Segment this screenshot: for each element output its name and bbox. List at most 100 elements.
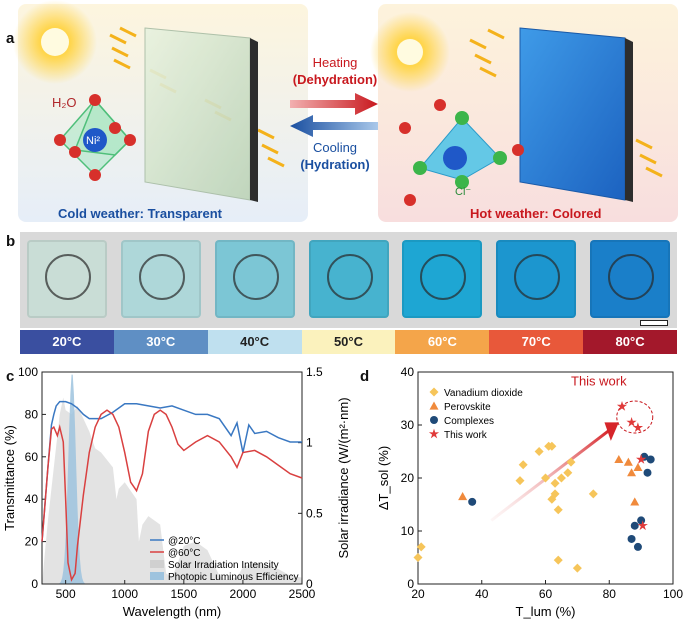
data-point-0-16 — [572, 563, 582, 573]
y-tick-label: 20 — [401, 471, 415, 485]
y-tick-label: 20 — [25, 535, 39, 549]
x-tick-label: 2500 — [289, 587, 316, 601]
sample-3 — [308, 240, 389, 318]
data-point-0-13 — [556, 473, 566, 483]
panel-b-letter: b — [6, 233, 16, 250]
legend-label-2: Complexes — [444, 416, 494, 427]
x-tick-label: 80 — [603, 587, 617, 601]
x-axis-label: T_lum (%) — [516, 604, 576, 619]
this-work-annotation: This work — [571, 373, 627, 388]
heating-sub: (Dehydration) — [292, 72, 378, 87]
y-tick-label: 0 — [407, 577, 414, 591]
sample-6 — [590, 240, 671, 318]
panel-a-letter: a — [6, 30, 15, 47]
data-point-0-7 — [547, 441, 557, 451]
ni-label: Ni² — [86, 135, 101, 147]
x-tick-label: 1500 — [170, 587, 197, 601]
x-tick-label: 40 — [475, 587, 489, 601]
data-point-0-14 — [563, 468, 573, 478]
data-point-0-2 — [515, 476, 525, 486]
data-point-0-3 — [518, 460, 528, 470]
data-point-3-2 — [632, 422, 644, 432]
solar-irradiation-area — [42, 397, 302, 584]
data-point-2-0 — [468, 497, 477, 506]
transmittance-chart: 500 1000 1500 2000 250002040608010000.511.5W… — [2, 366, 351, 619]
cl-label: Cl⁻ — [455, 186, 472, 198]
data-point-0-10 — [550, 478, 560, 488]
panel-d-letter: d — [360, 368, 370, 385]
legend-label-3: Photopic Luminous Efficiency — [168, 572, 298, 583]
legend-marker-1 — [429, 401, 439, 410]
y2-axis-label: Solar irradiance (W/(m²·nm) — [336, 397, 351, 558]
this-work-ellipse — [616, 400, 654, 434]
data-point-0-0 — [413, 553, 423, 562]
legend-marker-0 — [429, 387, 439, 397]
sample-1 — [120, 240, 201, 318]
sample-2 — [214, 240, 295, 318]
legend-swatch-2 — [150, 560, 164, 568]
data-point-2-3 — [633, 542, 642, 551]
legend-label-0: @20°C — [168, 536, 201, 547]
y-tick-label: 30 — [401, 418, 415, 432]
legend-label-3: This work — [444, 430, 488, 441]
legend-label-1: @60°C — [168, 548, 201, 559]
hot-caption: Hot weather: Colored — [470, 206, 602, 221]
data-point-0-15 — [566, 457, 576, 467]
logo-emblem-icon — [326, 254, 373, 300]
sample-5 — [496, 240, 577, 318]
data-point-3-1 — [626, 417, 637, 427]
y-tick-label: 40 — [401, 366, 415, 379]
cooling-label: Cooling — [312, 140, 358, 155]
data-point-2-2 — [630, 521, 639, 530]
heating-label: Heating — [312, 55, 358, 70]
series-line-0 — [41, 400, 302, 542]
x-tick-label: 1000 — [111, 587, 138, 601]
y-tick-label: 100 — [18, 366, 38, 379]
legend-marker-3 — [428, 428, 440, 439]
data-point-2-6 — [643, 468, 652, 477]
x-tick-label: 2000 — [230, 587, 257, 601]
scale-bar — [640, 320, 668, 326]
trend-arrow — [490, 429, 611, 522]
y-axis-label: ΔT_sol (%) — [376, 446, 391, 510]
data-point-3-3 — [636, 454, 647, 464]
photopic-efficiency-area — [53, 374, 90, 584]
panel-a-illustration — [13, 0, 678, 222]
data-point-2-4 — [637, 516, 646, 525]
cold-caption: Cold weather: Transparent — [58, 206, 222, 221]
y-tick-label: 60 — [25, 450, 39, 464]
temp-label-5: 70°C — [489, 330, 584, 354]
data-point-3-0 — [616, 401, 628, 411]
data-point-1-5 — [633, 462, 643, 471]
logo-emblem-icon — [514, 254, 561, 300]
legend-swatch-3 — [150, 572, 164, 580]
sample-0 — [27, 240, 107, 318]
data-point-1-3 — [627, 468, 637, 477]
legend-label-1: Perovskite — [444, 402, 491, 413]
data-point-0-9 — [550, 489, 560, 499]
logo-emblem-icon — [45, 254, 91, 300]
y2-tick-label: 1 — [306, 436, 313, 450]
data-point-1-2 — [623, 457, 633, 466]
y-tick-label: 0 — [31, 577, 38, 591]
temp-label-0: 20°C — [20, 330, 114, 354]
data-point-0-1 — [416, 542, 426, 552]
panel-b: b — [0, 225, 685, 360]
cooling-sub: (Hydration) — [300, 157, 370, 172]
data-point-0-5 — [541, 473, 550, 483]
temp-label-1: 30°C — [113, 330, 208, 354]
panel-c-letter: c — [6, 368, 15, 385]
legend-marker-2 — [430, 416, 438, 424]
performance-scatter: 20 40 60 80 100 0 10 20 30 40 Vanadium dioxide Pero… — [376, 366, 683, 619]
temp-label-2: 40°C — [207, 330, 302, 354]
sample-4 — [402, 240, 483, 318]
logo-emblem-icon — [138, 254, 185, 300]
data-point-0-11 — [553, 555, 563, 565]
y-axis-label: Transmittance (%) — [2, 425, 17, 531]
y-tick-label: 80 — [25, 407, 39, 421]
x-tick-label: 20 — [411, 587, 425, 601]
x-axis-label: Wavelength (nm) — [123, 604, 222, 619]
data-point-0-4 — [534, 447, 544, 456]
panel-a: a — [0, 0, 685, 225]
trend-arrowhead — [604, 422, 619, 441]
